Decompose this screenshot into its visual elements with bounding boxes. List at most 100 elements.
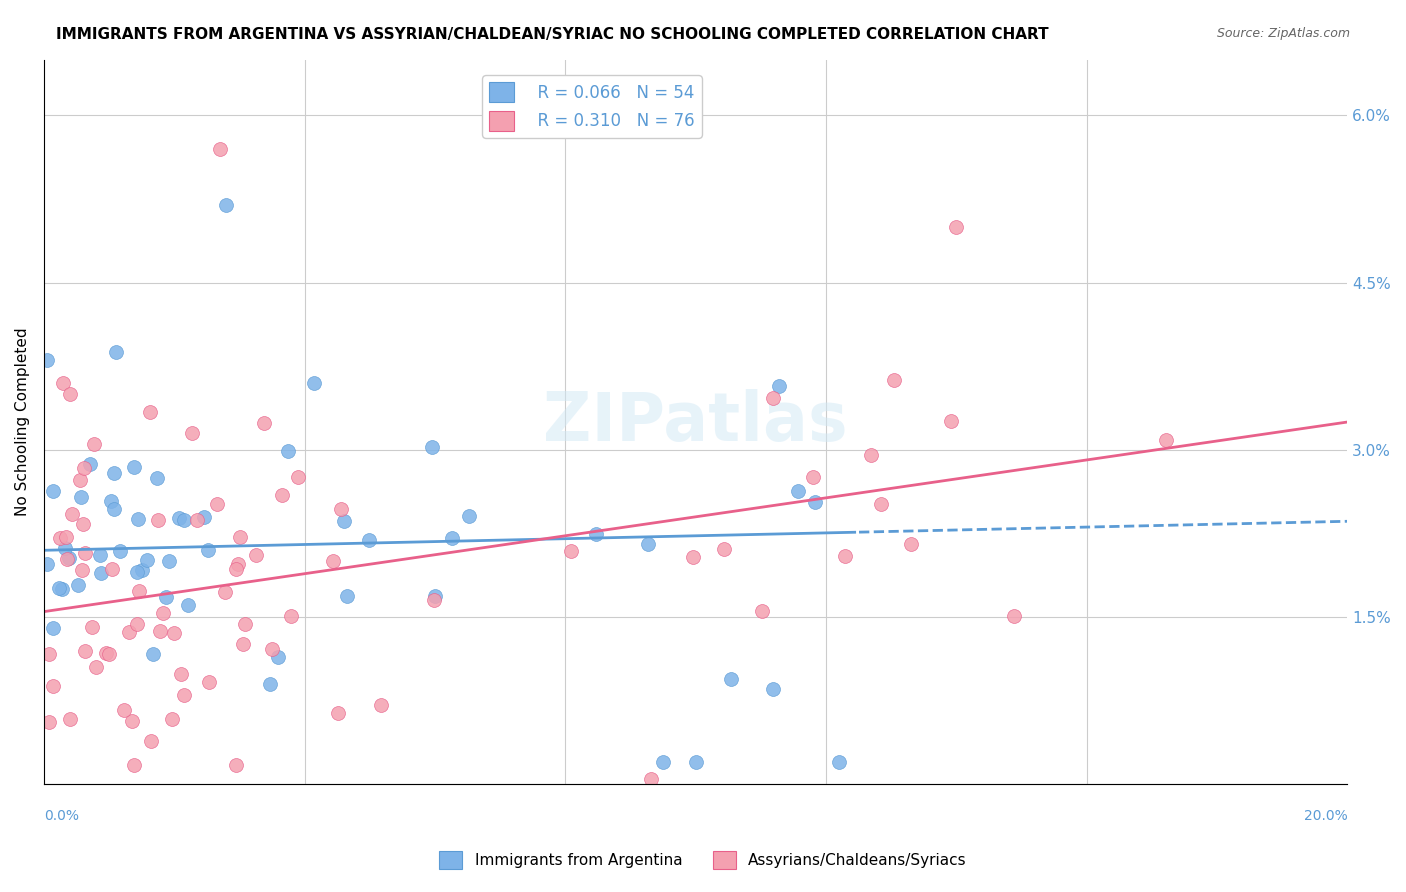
Assyrians/Chaldeans/Syriacs (75, 643, 97, 657)
Immigrants from Argentina (42, 621, 65, 635)
Legend:   R = 0.066   N = 54,   R = 0.310   N = 76: R = 0.066 N = 54, R = 0.310 N = 76 (482, 75, 702, 137)
Immigrants from Argentina (357, 533, 380, 547)
Assyrians/Chaldeans/Syriacs (72, 516, 94, 531)
Assyrians/Chaldeans/Syriacs (58, 712, 80, 726)
Assyrians/Chaldeans/Syriacs (869, 497, 891, 511)
Immigrants from Argentina (457, 508, 479, 523)
Assyrians/Chaldeans/Syriacs (84, 659, 107, 673)
Immigrants from Argentina (135, 553, 157, 567)
Immigrants from Argentina (177, 598, 200, 612)
Immigrants from Argentina (90, 566, 112, 581)
Immigrants from Argentina (104, 345, 127, 359)
Assyrians/Chaldeans/Syriacs (114, 703, 136, 717)
Assyrians/Chaldeans/Syriacs (148, 624, 170, 638)
Assyrians/Chaldeans/Syriacs (751, 605, 773, 619)
Assyrians/Chaldeans/Syriacs (245, 549, 267, 563)
Assyrians/Chaldeans/Syriacs (121, 714, 143, 728)
Immigrants from Argentina (48, 581, 70, 595)
Assyrians/Chaldeans/Syriacs (59, 387, 82, 401)
Immigrants from Argentina (51, 582, 73, 596)
Assyrians/Chaldeans/Syriacs (38, 647, 60, 661)
Immigrants from Argentina (193, 510, 215, 524)
Immigrants from Argentina (103, 501, 125, 516)
Assyrians/Chaldeans/Syriacs (141, 734, 163, 748)
Assyrians/Chaldeans/Syriacs (260, 641, 283, 656)
Immigrants from Argentina (127, 512, 149, 526)
Immigrants from Argentina (762, 681, 785, 696)
Immigrants from Argentina (828, 755, 851, 769)
Assyrians/Chaldeans/Syriacs (70, 563, 93, 577)
Immigrants from Argentina (332, 514, 354, 528)
Immigrants from Argentina (110, 544, 132, 558)
Immigrants from Argentina (336, 589, 359, 603)
Immigrants from Argentina (58, 550, 80, 565)
Assyrians/Chaldeans/Syriacs (98, 648, 121, 662)
Assyrians/Chaldeans/Syriacs (118, 624, 141, 639)
Assyrians/Chaldeans/Syriacs (205, 497, 228, 511)
Assyrians/Chaldeans/Syriacs (73, 546, 96, 560)
Immigrants from Argentina (440, 531, 463, 545)
Immigrants from Argentina (167, 511, 190, 525)
Immigrants from Argentina (155, 591, 177, 605)
Assyrians/Chaldeans/Syriacs (173, 688, 195, 702)
Assyrians/Chaldeans/Syriacs (214, 584, 236, 599)
Immigrants from Argentina (786, 483, 808, 498)
Assyrians/Chaldeans/Syriacs (225, 562, 247, 576)
Immigrants from Argentina (125, 565, 148, 579)
Assyrians/Chaldeans/Syriacs (682, 550, 704, 565)
Assyrians/Chaldeans/Syriacs (55, 530, 77, 544)
Assyrians/Chaldeans/Syriacs (125, 616, 148, 631)
Y-axis label: No Schooling Completed: No Schooling Completed (15, 327, 30, 516)
Assyrians/Chaldeans/Syriacs (52, 376, 75, 390)
Immigrants from Argentina (685, 755, 707, 769)
Assyrians/Chaldeans/Syriacs (56, 552, 79, 566)
Assyrians/Chaldeans/Syriacs (60, 507, 83, 521)
Assyrians/Chaldeans/Syriacs (232, 637, 254, 651)
Immigrants from Argentina (89, 548, 111, 562)
Assyrians/Chaldeans/Syriacs (122, 758, 145, 772)
Assyrians/Chaldeans/Syriacs (287, 470, 309, 484)
Immigrants from Argentina (277, 443, 299, 458)
Immigrants from Argentina (425, 589, 447, 603)
Assyrians/Chaldeans/Syriacs (834, 549, 856, 564)
Assyrians/Chaldeans/Syriacs (883, 373, 905, 387)
Immigrants from Argentina (637, 537, 659, 551)
Immigrants from Argentina (122, 459, 145, 474)
Immigrants from Argentina (197, 543, 219, 558)
Immigrants from Argentina (259, 677, 281, 691)
Assyrians/Chaldeans/Syriacs (146, 512, 169, 526)
Immigrants from Argentina (146, 470, 169, 484)
Assyrians/Chaldeans/Syriacs (713, 541, 735, 556)
Assyrians/Chaldeans/Syriacs (423, 593, 446, 607)
Assyrians/Chaldeans/Syriacs (225, 758, 247, 772)
Assyrians/Chaldeans/Syriacs (82, 620, 104, 634)
Assyrians/Chaldeans/Syriacs (42, 679, 65, 693)
Immigrants from Argentina (70, 491, 93, 505)
Immigrants from Argentina (100, 493, 122, 508)
Text: ZIPatlas: ZIPatlas (543, 389, 848, 455)
Assyrians/Chaldeans/Syriacs (128, 584, 150, 599)
Assyrians/Chaldeans/Syriacs (271, 488, 294, 502)
Assyrians/Chaldeans/Syriacs (762, 391, 785, 405)
Assyrians/Chaldeans/Syriacs (801, 470, 824, 484)
Immigrants from Argentina (804, 495, 827, 509)
Assyrians/Chaldeans/Syriacs (1156, 433, 1178, 447)
Immigrants from Argentina (768, 379, 790, 393)
Text: Source: ZipAtlas.com: Source: ZipAtlas.com (1216, 27, 1350, 40)
Assyrians/Chaldeans/Syriacs (640, 772, 662, 786)
Assyrians/Chaldeans/Syriacs (170, 667, 193, 681)
Text: IMMIGRANTS FROM ARGENTINA VS ASSYRIAN/CHALDEAN/SYRIAC NO SCHOOLING COMPLETED COR: IMMIGRANTS FROM ARGENTINA VS ASSYRIAN/CH… (56, 27, 1049, 42)
Assyrians/Chaldeans/Syriacs (163, 626, 186, 640)
Immigrants from Argentina (55, 541, 77, 556)
Legend: Immigrants from Argentina, Assyrians/Chaldeans/Syriacs: Immigrants from Argentina, Assyrians/Cha… (433, 845, 973, 875)
Immigrants from Argentina (302, 376, 325, 390)
Assyrians/Chaldeans/Syriacs (945, 219, 967, 234)
Immigrants from Argentina (157, 554, 180, 568)
Assyrians/Chaldeans/Syriacs (94, 646, 117, 660)
Immigrants from Argentina (37, 557, 59, 571)
Assyrians/Chaldeans/Syriacs (560, 544, 582, 558)
Assyrians/Chaldeans/Syriacs (370, 698, 392, 712)
Immigrants from Argentina (215, 197, 238, 211)
Assyrians/Chaldeans/Syriacs (83, 437, 105, 451)
Assyrians/Chaldeans/Syriacs (280, 609, 302, 624)
